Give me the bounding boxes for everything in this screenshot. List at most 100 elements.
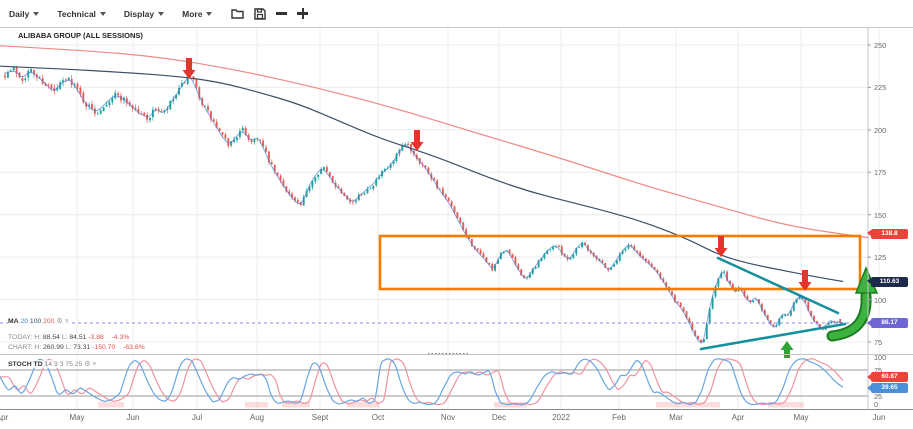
caret-down-icon [99,11,106,16]
ma-legend-label: MA [8,318,19,325]
time-axis-label: Sept [311,413,329,422]
open-folder-icon[interactable] [231,8,245,19]
oversold-band [282,402,310,408]
today-high-value: 88.54 [42,334,60,341]
stoch-d-badge: 60.87 [867,372,908,383]
ma100-line [0,65,844,283]
today-change-pct: -4.3% [111,334,130,341]
price-tick-label: 150 [874,210,887,220]
curved-green-arrow-body [828,292,870,340]
ma20-period: 20 [20,318,29,325]
chart-stats-row: CHART: H: 260.99 L: 73.31 -150.70 -63.6% [8,344,145,351]
today-change-value: -3.88 [88,334,104,341]
menu-daily[interactable]: Daily [0,9,48,19]
time-axis-label: Jun [126,413,140,422]
menu-daily-label: Daily [9,8,30,19]
price-tick-label: 100 [874,295,887,305]
stoch-k-badge-value: 39.65 [881,384,898,392]
wedge-trendline [716,256,840,315]
time-axis-label: Jun [872,413,886,422]
stoch-legend: STOCH TD 14 3 3 75 25 ⚙ × [8,360,97,368]
time-axis-label: Nov [440,413,456,422]
stoch-tick-label: 75 [874,366,883,375]
stoch-k-line [0,358,844,406]
ma100-badge-value: 110.63 [879,277,900,285]
time-axis-label: Apr [0,413,9,422]
menu-technical-label: Technical [57,8,96,19]
time-axis-label: Oct [371,413,385,422]
ma200-badge-value: 138.8 [881,229,898,237]
price-tick-label: 125 [874,253,887,263]
today-high-label: H: [34,334,42,341]
caret-down-icon [158,11,165,16]
zoom-in-icon[interactable] [297,8,309,19]
red-down-arrow [798,270,812,291]
oversold-band [245,402,268,408]
gear-icon[interactable]: ⚙ [56,318,63,325]
highlight-rectangle [378,234,862,291]
close-icon[interactable]: × [92,361,97,368]
ma200-line [0,45,869,239]
oversold-band [347,402,380,408]
time-axis-label: Aug [249,413,265,422]
today-stats-row: TODAY: H: 88.54 L: 84.51 -3.88 -4.3% [8,334,130,341]
menu-technical[interactable]: Technical [48,9,115,19]
time-axis-label: 2022 [552,413,570,422]
zoom-out-icon[interactable] [276,12,288,15]
price-tick-label: 75 [874,337,883,347]
red-down-arrow [410,130,424,151]
caret-down-icon [33,11,40,16]
ma200-period: 200 [43,318,55,325]
ma100-badge: 110.63 [867,276,908,287]
stoch-k-badge: 39.65 [867,383,908,394]
last-price-badge-value: 86.17 [881,319,898,327]
last-price-badge: 86.17 [867,318,908,329]
time-axis-label: May [793,413,809,422]
chart-stats-label: CHART: [8,344,33,351]
ma200-badge: 138.8 [867,228,908,239]
close-icon[interactable]: × [64,318,69,325]
stoch-tick-label: 25 [874,392,883,401]
chart-high-label: H: [34,344,42,351]
time-axis-label: Apr [731,413,745,422]
oversold-band [98,402,124,408]
red-down-arrow [714,236,728,257]
chart-low-value: 73.31 [73,344,91,351]
wedge-trendline [699,322,847,351]
menu-display-label: Display [123,8,155,19]
red-down-arrow [182,58,196,79]
oversold-band [768,402,804,408]
gear-icon[interactable]: ⚙ [84,361,91,368]
chart-change-pct: -63.6% [123,344,145,351]
stoch-d-badge-value: 60.87 [881,373,898,381]
menu-more[interactable]: More [173,9,221,19]
save-icon[interactable] [254,7,267,20]
time-axis-label: Feb [612,413,626,422]
toolbar: Daily Technical Display More [0,0,913,28]
time-axis-label: May [69,413,85,422]
time-axis-label: Dec [491,413,507,422]
caret-down-icon [206,11,213,16]
ma-legend: MA 20 100 200 ⚙ × [8,317,69,325]
price-tick-label: 175 [874,168,887,178]
chart-title: ALIBABA GROUP (ALL SESSIONS) [18,31,143,40]
oversold-band [656,402,720,408]
menu-more-label: More [182,8,203,19]
chart-change-value: -150.70 [92,344,116,351]
today-label: TODAY: [8,334,33,341]
stoch-params: 14 3 3 75 25 [44,361,83,368]
chart-low-label: L: [65,344,72,351]
stoch-d-line [0,358,844,406]
stoch-tick-label: 0 [874,400,879,409]
price-tick-label: 200 [874,125,887,135]
today-low-value: 84.51 [69,334,87,341]
menu-display[interactable]: Display [115,9,173,19]
green-up-arrow [780,341,794,358]
today-low-label: L: [61,334,68,341]
price-tick-label: 250 [874,41,887,50]
ma100-period: 100 [29,318,42,325]
time-axis-label: Jul [191,413,203,422]
candlestick-series [4,65,842,343]
